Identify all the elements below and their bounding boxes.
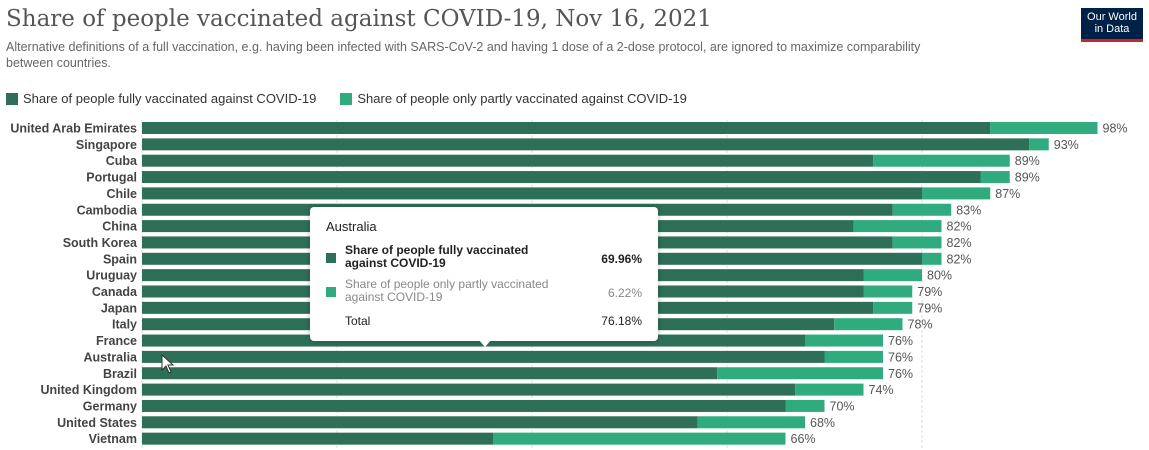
category-label: Japan bbox=[101, 301, 137, 315]
bar-partly bbox=[805, 334, 883, 347]
value-label: 87% bbox=[995, 187, 1020, 201]
tooltip-label-total: Total bbox=[345, 314, 371, 328]
category-label: South Korea bbox=[63, 236, 138, 250]
value-label: 79% bbox=[917, 285, 942, 299]
bar-partly bbox=[990, 122, 1098, 134]
category-label: Cuba bbox=[106, 154, 138, 168]
tooltip-swatch-partly bbox=[326, 287, 336, 297]
bar-partly bbox=[873, 154, 1010, 167]
category-label: Cambodia bbox=[77, 203, 138, 217]
bar-partly bbox=[795, 383, 864, 396]
bar-fully bbox=[142, 138, 1030, 151]
value-label: 68% bbox=[810, 416, 835, 430]
bar-partly bbox=[892, 203, 952, 216]
value-label: 76% bbox=[888, 334, 913, 348]
bar-partly bbox=[834, 318, 903, 331]
category-label: Uruguay bbox=[86, 269, 137, 283]
category-label: France bbox=[96, 334, 137, 348]
category-label: United Kingdom bbox=[40, 383, 137, 397]
category-label: Spain bbox=[103, 252, 137, 266]
bar-fully bbox=[142, 187, 922, 200]
value-label: 79% bbox=[917, 301, 942, 315]
bar-partly bbox=[785, 399, 825, 412]
category-label: Chile bbox=[106, 187, 137, 201]
tooltip-value-partly: 6.22% bbox=[607, 286, 642, 300]
bar-fully bbox=[142, 383, 796, 396]
legend-swatch-partly bbox=[340, 92, 353, 105]
category-label: United States bbox=[57, 416, 137, 430]
bar-partly bbox=[853, 220, 942, 233]
tooltip-arrow bbox=[478, 339, 492, 347]
value-label: 80% bbox=[927, 269, 952, 283]
category-label: China bbox=[102, 220, 138, 234]
bar-partly bbox=[697, 416, 805, 429]
value-label: 78% bbox=[908, 318, 933, 332]
category-label: United Arab Emirates bbox=[10, 122, 137, 136]
legend-label-fully: Share of people fully vaccinated against… bbox=[23, 91, 317, 106]
owid-logo[interactable]: Our World in Data bbox=[1081, 8, 1143, 42]
category-label: Australia bbox=[84, 350, 139, 364]
value-label: 83% bbox=[956, 203, 981, 217]
bar-partly bbox=[824, 350, 883, 363]
chart-subtitle: Alternative definitions of a full vaccin… bbox=[6, 40, 921, 70]
value-label: 74% bbox=[869, 383, 894, 397]
tooltip-row-partly: Share of people only partly vaccinated a… bbox=[326, 278, 642, 304]
bar-fully bbox=[142, 367, 718, 380]
logo-line-1: Our World bbox=[1087, 11, 1137, 23]
value-label: 76% bbox=[888, 350, 913, 364]
value-label: 93% bbox=[1054, 138, 1079, 152]
bar-fully bbox=[142, 171, 981, 184]
bar-partly bbox=[980, 171, 1010, 184]
category-label: Italy bbox=[112, 318, 137, 332]
value-label: 98% bbox=[1103, 122, 1128, 136]
value-label: 76% bbox=[888, 367, 913, 381]
tooltip-row-total: Total 76.18% bbox=[326, 314, 642, 328]
tooltip-value-total: 76.18% bbox=[601, 314, 642, 328]
bar-partly bbox=[922, 187, 991, 200]
category-label: Brazil bbox=[103, 367, 137, 381]
bar-partly bbox=[1029, 138, 1049, 151]
tooltip-swatch-fully bbox=[326, 253, 336, 263]
bar-partly bbox=[863, 285, 913, 298]
bar-fully bbox=[142, 432, 493, 445]
tooltip-row-fully: Share of people fully vaccinated against… bbox=[326, 244, 642, 270]
chart-legend: Share of people fully vaccinated against… bbox=[6, 91, 711, 106]
legend-label-partly: Share of people only partly vaccinated a… bbox=[357, 91, 687, 106]
category-label: Vietnam bbox=[89, 432, 137, 446]
bar-partly bbox=[892, 236, 942, 249]
bar-fully bbox=[142, 154, 874, 167]
bar-fully bbox=[142, 350, 825, 363]
tooltip-value-fully: 69.96% bbox=[601, 252, 642, 266]
value-label: 70% bbox=[830, 399, 855, 413]
category-label: Germany bbox=[83, 399, 137, 413]
value-label: 82% bbox=[947, 252, 972, 266]
bar-partly bbox=[493, 432, 786, 445]
legend-item-partly[interactable]: Share of people only partly vaccinated a… bbox=[340, 91, 687, 106]
logo-line-2: in Data bbox=[1094, 23, 1130, 35]
category-label: Portugal bbox=[86, 171, 137, 185]
tooltip: Australia Share of people fully vaccinat… bbox=[310, 207, 658, 341]
tooltip-label-fully: Share of people fully vaccinated against… bbox=[345, 243, 529, 270]
legend-item-fully[interactable]: Share of people fully vaccinated against… bbox=[6, 91, 316, 106]
bar-partly bbox=[717, 367, 883, 380]
chart-title: Share of people vaccinated against COVID… bbox=[6, 6, 712, 32]
bar-fully bbox=[142, 416, 698, 429]
bar-partly bbox=[922, 252, 942, 265]
value-label: 89% bbox=[1015, 171, 1040, 185]
category-label: Canada bbox=[92, 285, 138, 299]
category-label: Singapore bbox=[76, 138, 137, 152]
bar-partly bbox=[873, 301, 913, 314]
tooltip-label-partly: Share of people only partly vaccinated a… bbox=[345, 277, 549, 304]
bar-fully bbox=[142, 122, 991, 134]
tooltip-country: Australia bbox=[326, 219, 377, 234]
value-label: 82% bbox=[947, 236, 972, 250]
bar-fully bbox=[142, 399, 786, 412]
legend-swatch-fully bbox=[6, 92, 18, 105]
value-label: 89% bbox=[1015, 154, 1040, 168]
value-label: 66% bbox=[791, 432, 816, 446]
bar-partly bbox=[863, 269, 922, 282]
value-label: 82% bbox=[947, 220, 972, 234]
